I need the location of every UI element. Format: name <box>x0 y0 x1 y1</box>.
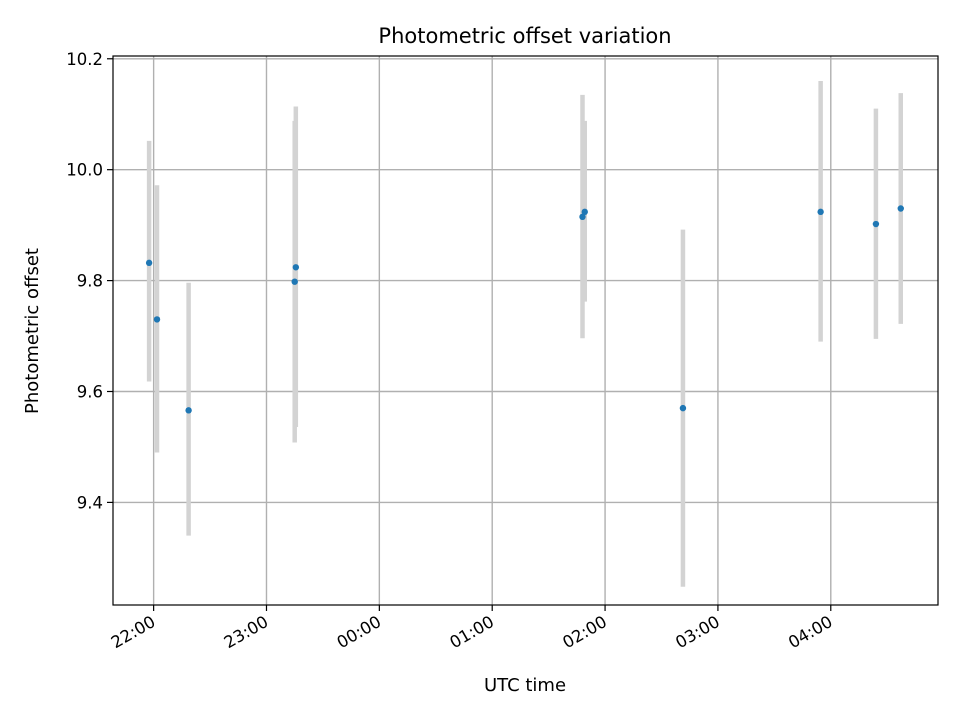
data-point <box>291 278 298 285</box>
x-tick-label: 22:00 <box>108 612 159 652</box>
data-point <box>581 208 588 216</box>
data-point <box>185 407 192 414</box>
y-axis-label: Photometric offset <box>22 248 43 414</box>
data-point <box>579 213 586 221</box>
y-axis-ticks: 9.4 9.6 9.8 10.0 10.2 <box>66 50 113 512</box>
y-tick-label: 9.8 <box>77 272 103 291</box>
data-point <box>897 205 904 212</box>
x-tick-label: 04:00 <box>785 612 836 652</box>
data-point <box>145 259 153 267</box>
x-tick-label: 03:00 <box>672 612 723 652</box>
error-bars <box>146 80 904 587</box>
x-axis-label: UTC time <box>484 675 566 696</box>
data-point <box>872 220 880 228</box>
x-axis-ticks: 22:00 23:00 00:00 01:00 02:00 03:00 04:00 <box>108 605 836 652</box>
y-tick-label: 9.4 <box>77 493 103 512</box>
data-points <box>145 205 904 414</box>
data-point <box>153 316 161 323</box>
x-tick-label: 00:00 <box>334 612 385 652</box>
data-point <box>679 404 687 412</box>
y-tick-label: 10.0 <box>66 161 103 180</box>
y-tick-label: 9.6 <box>77 383 103 402</box>
data-point <box>292 264 300 271</box>
y-tick-label: 10.2 <box>66 50 103 69</box>
data-point <box>817 208 824 216</box>
plot-frame <box>112 55 939 606</box>
x-tick-label: 01:00 <box>447 612 498 652</box>
x-tick-label: 23:00 <box>221 612 272 652</box>
chart-title: Photometric offset variation <box>378 24 671 48</box>
grid-lines <box>113 56 938 605</box>
x-tick-label: 02:00 <box>559 612 610 652</box>
